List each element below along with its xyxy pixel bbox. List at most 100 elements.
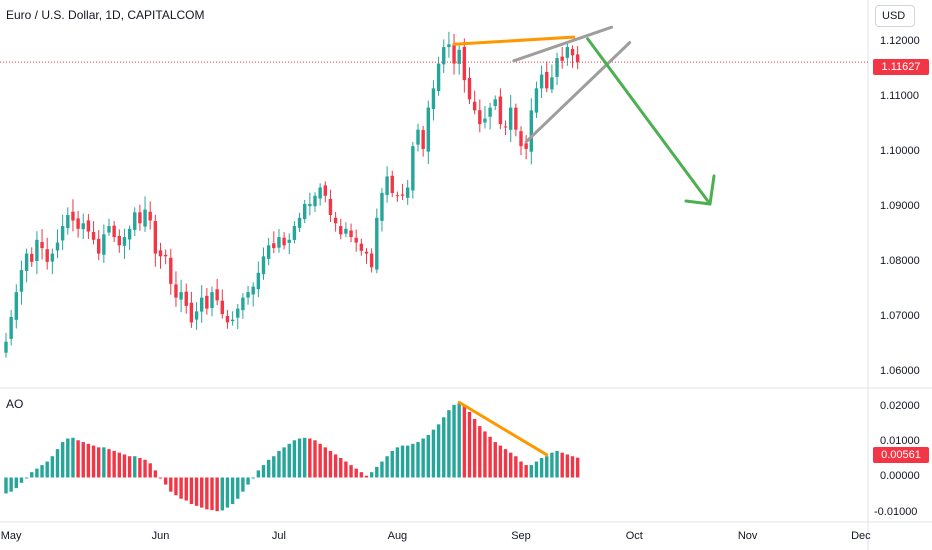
ao-bar [282,447,286,478]
ao-bar [127,456,132,478]
candle-body [447,44,451,48]
candle-body [241,297,245,311]
candle-body [488,107,492,117]
candle-body [349,230,353,238]
candle-body [272,243,276,249]
ao-bar [575,457,580,478]
ao-bar [406,445,410,478]
ao-bar [205,477,209,510]
candle-body [390,175,394,193]
candle-body [354,237,358,243]
candle-body [19,270,24,292]
candle-body [107,226,111,233]
price-tick-label: 1.10000 [880,144,920,157]
candle-body [97,238,101,254]
ao-bar [364,475,369,478]
ao-bar [24,477,29,479]
candle-body [86,220,91,232]
candle-body [308,204,312,207]
candle-body [220,300,224,315]
ao-bar [442,417,446,478]
candle-body [411,146,415,191]
ao-bar [483,431,487,478]
candle-body [395,195,400,197]
ao-tick-label: 0.01000 [880,435,920,448]
wedge-lower-line[interactable] [524,41,632,144]
candle-body [555,58,559,77]
ao-bar [122,454,127,478]
candle-body [30,253,34,262]
ao-value-badge: 0.00561 [873,447,929,463]
ao-bar [35,468,39,478]
time-tick-label: Aug [387,530,408,542]
candle-body [472,101,477,111]
candle-body [194,311,199,320]
candle-body [436,63,441,92]
ao-bar [261,465,266,478]
candle-body [122,237,127,246]
ao-bar [457,403,461,478]
ao-bar [97,447,101,478]
candle-body [66,215,70,229]
candle-body [303,204,307,220]
candle-body [256,272,261,290]
ao-bar [570,456,575,478]
candle-body [503,126,508,128]
ao-bar [138,458,142,478]
current-price-badge: 1.11627 [873,59,929,75]
candle-body [519,131,523,147]
ao-indicator-label: AO [6,397,24,411]
candle-body [483,118,487,123]
ao-bar [148,463,152,478]
candle-body [292,226,297,240]
projection-arrow[interactable] [586,37,712,206]
candle-body [14,292,18,320]
ao-divergence-line[interactable] [457,400,549,457]
ao-bar [14,477,18,489]
resistance-trendline[interactable] [452,35,576,46]
ao-bar [179,477,183,499]
candle-body [4,341,8,353]
ao-bar [169,477,173,492]
ao-bar [225,477,230,508]
ao-bar [493,442,497,478]
ao-bar [66,438,70,478]
ao-bar [400,445,405,478]
candle-body [318,187,322,199]
candle-body [328,198,333,216]
ao-bar [102,447,106,478]
ao-bar [236,477,240,499]
price-tick-label: 1.08000 [880,254,920,267]
candle-body [251,286,255,295]
wedge-upper-line[interactable] [512,25,614,63]
price-tick-label: 1.11000 [880,89,919,102]
ao-bar [447,410,451,478]
ao-bar [194,477,199,506]
time-tick-label: Dec [851,530,871,542]
candle-body [478,110,482,125]
candle-body [560,56,564,61]
candle-body [163,254,168,257]
ao-bar [524,465,528,478]
ao-bar [251,477,255,479]
ao-bar [184,477,188,501]
ao-bar [189,477,194,505]
ao-bar [256,470,261,478]
candle-body [287,239,291,243]
ao-bar [112,450,116,478]
ao-bar [313,440,317,478]
ao-bar [472,419,477,478]
candle-body [261,256,266,275]
ao-bar [50,456,55,478]
currency-selector[interactable]: USD [875,5,915,27]
candle-body [359,243,364,251]
ao-bar [292,440,297,478]
candle-body [45,249,49,262]
ao-bar [230,477,235,505]
candle-body [225,316,230,323]
ao-bar [534,461,539,478]
candle-body [158,250,163,257]
ao-bar [163,477,168,485]
ao-bar [86,443,91,478]
